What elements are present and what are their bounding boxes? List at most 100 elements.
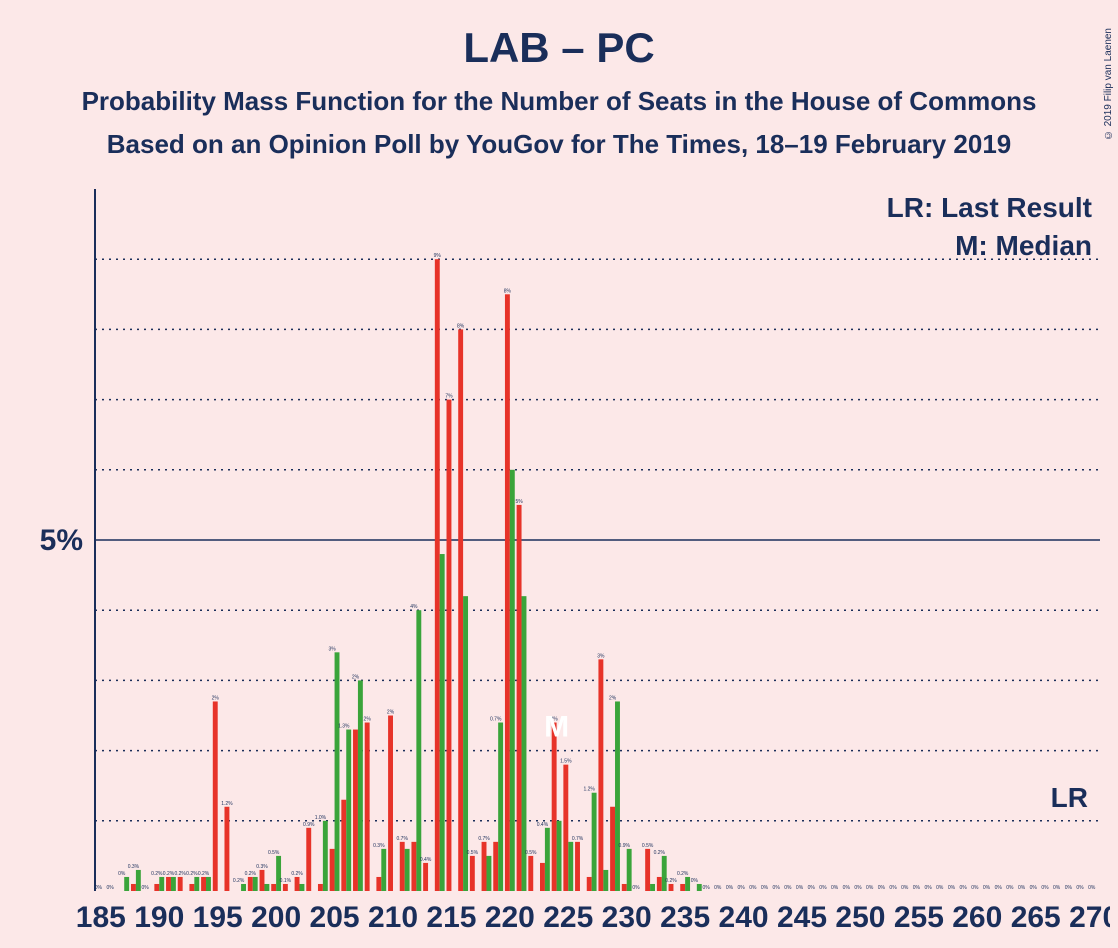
- bar-value-label: 0%: [866, 885, 874, 891]
- bar-value-label: 0%: [948, 885, 956, 891]
- x-tick-label: 245: [777, 901, 827, 934]
- bar-green: [662, 856, 667, 891]
- bar-red: [271, 884, 276, 891]
- bar-red: [189, 884, 194, 891]
- bar-value-label: 0%: [1065, 885, 1073, 891]
- bar-red: [669, 884, 674, 891]
- bar-value-label: 0%: [726, 885, 734, 891]
- bar-green: [171, 877, 176, 891]
- bar-green: [241, 884, 246, 891]
- x-tick-label: 235: [660, 901, 710, 934]
- bar-value-label: 0.9%: [619, 843, 631, 849]
- x-tick-label: 255: [894, 901, 944, 934]
- bar-green: [405, 849, 410, 891]
- bar-value-label: 0%: [1053, 885, 1061, 891]
- bar-value-label: 0%: [702, 885, 710, 891]
- bar-value-label: 0%: [808, 885, 816, 891]
- bar-red: [482, 842, 487, 891]
- bar-value-label: 2%: [212, 695, 220, 701]
- bar-value-label: 0%: [714, 885, 722, 891]
- bar-value-label: 0%: [796, 885, 804, 891]
- bar-value-label: 0%: [142, 885, 150, 891]
- x-tick-label: 220: [485, 901, 535, 934]
- bar-value-label: 0%: [983, 885, 991, 891]
- bar-green: [568, 842, 573, 891]
- bar-value-label: 0%: [878, 885, 886, 891]
- bar-green: [557, 821, 562, 891]
- bar-value-label: 2%: [387, 710, 395, 716]
- bar-red: [388, 716, 393, 892]
- x-tick-label: 230: [602, 901, 652, 934]
- bar-value-label: 5%: [515, 499, 523, 505]
- bar-value-label: 0%: [691, 878, 699, 884]
- bar-value-label: 0%: [95, 885, 103, 891]
- bar-red: [552, 723, 557, 891]
- bar-red: [458, 329, 463, 891]
- bar-red: [657, 877, 662, 891]
- bar-red: [318, 884, 323, 891]
- bar-value-label: 0%: [901, 885, 909, 891]
- x-tick-label: 260: [952, 901, 1002, 934]
- bar-value-label: 1.5%: [560, 759, 572, 765]
- bar-red: [376, 877, 381, 891]
- bar-value-label: 0%: [1030, 885, 1038, 891]
- bar-green: [615, 701, 620, 891]
- bar-value-label: 0%: [819, 885, 827, 891]
- bar-value-label: 0.3%: [256, 864, 268, 870]
- bar-red: [248, 877, 253, 891]
- bar-red: [610, 807, 615, 891]
- bar-value-label: 0.2%: [163, 871, 175, 877]
- bar-value-label: 1.0%: [315, 815, 327, 821]
- x-tick-label: 250: [835, 901, 885, 934]
- bar-value-label: 0.7%: [490, 717, 502, 723]
- bar-value-label: 3%: [328, 646, 336, 652]
- bar-value-label: 0.2%: [291, 871, 303, 877]
- subtitle-1: Probability Mass Function for the Number…: [0, 86, 1118, 117]
- bar-red: [622, 884, 627, 891]
- bar-green: [440, 554, 445, 891]
- bar-value-label: 0%: [971, 885, 979, 891]
- bar-value-label: 0%: [784, 885, 792, 891]
- bar-green: [335, 652, 340, 891]
- bar-green: [498, 723, 503, 891]
- bar-red: [435, 259, 440, 891]
- bar-red: [575, 842, 580, 891]
- bar-green: [194, 877, 199, 891]
- bar-value-label: 0.2%: [151, 871, 163, 877]
- bar-red: [517, 505, 522, 891]
- bar-red: [201, 877, 206, 891]
- bar-value-label: 4%: [410, 604, 418, 610]
- x-tick-label: 190: [134, 901, 184, 934]
- bar-value-label: 0.4%: [420, 857, 432, 863]
- x-tick-label: 200: [251, 901, 301, 934]
- bar-value-label: 8%: [504, 288, 512, 294]
- bar-value-label: 0.5%: [467, 850, 479, 856]
- bar-red: [598, 659, 603, 891]
- bar-red: [295, 877, 300, 891]
- bar-green: [264, 884, 269, 891]
- bar-green: [603, 870, 608, 891]
- x-tick-label: 205: [310, 901, 360, 934]
- bar-red: [505, 294, 510, 891]
- bar-red: [423, 863, 428, 891]
- bar-green: [685, 877, 690, 891]
- bar-value-label: 0.2%: [174, 871, 186, 877]
- bar-value-label: 0%: [843, 885, 851, 891]
- bar-red: [470, 856, 475, 891]
- bar-green: [545, 828, 550, 891]
- bar-red: [178, 877, 183, 891]
- subtitle-2: Based on an Opinion Poll by YouGov for T…: [0, 129, 1118, 160]
- bar-red: [447, 400, 452, 891]
- bar-value-label: 0.7%: [397, 836, 409, 842]
- bar-red: [306, 828, 311, 891]
- bar-red: [493, 842, 498, 891]
- bar-red: [166, 877, 171, 891]
- bar-value-label: 0%: [1006, 885, 1014, 891]
- bar-value-label: 0.2%: [233, 878, 245, 884]
- bar-value-label: 0%: [118, 871, 126, 877]
- bar-red: [224, 807, 229, 891]
- bar-red: [400, 842, 405, 891]
- bar-red: [283, 884, 288, 891]
- bar-value-label: 2%: [352, 674, 360, 680]
- bar-green: [124, 877, 129, 891]
